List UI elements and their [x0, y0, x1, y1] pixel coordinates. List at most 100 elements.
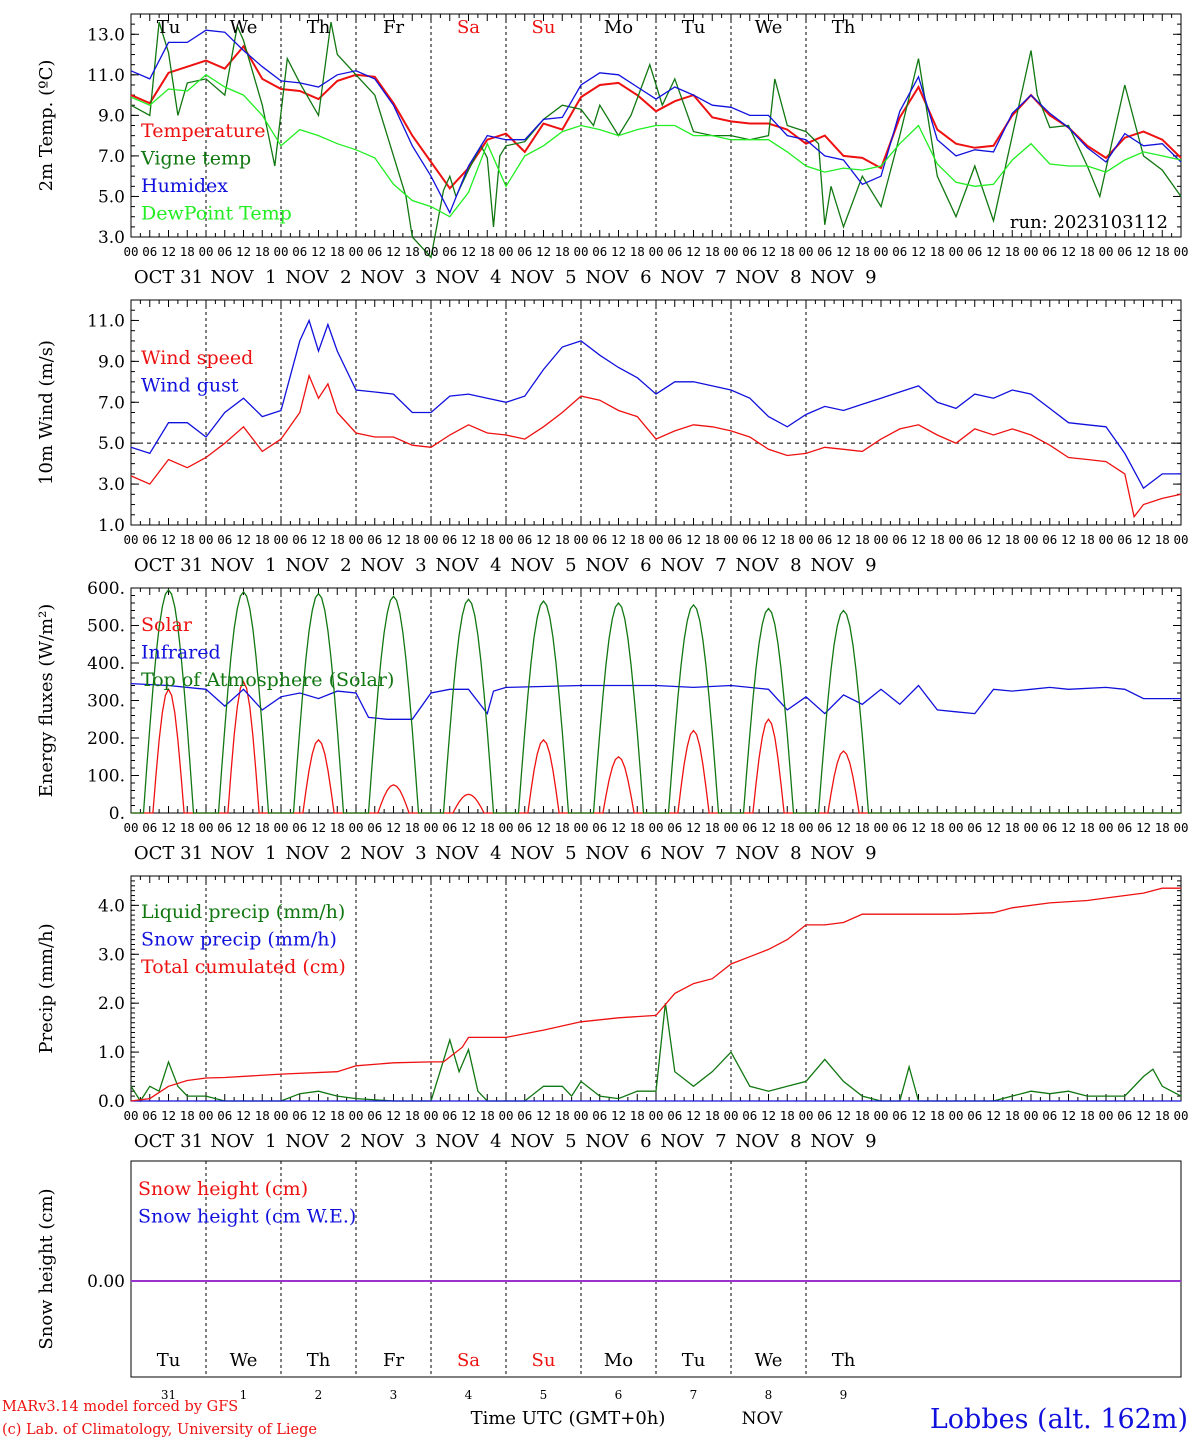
- hour-tick-label: 00: [348, 532, 363, 547]
- hour-tick-label: 18: [1080, 244, 1095, 259]
- date-label: NOV 2: [285, 555, 351, 576]
- day-name: Tu: [157, 1350, 181, 1371]
- day-name: Tu: [157, 17, 181, 38]
- date-label: NOV 1: [210, 1131, 276, 1152]
- hour-tick-label: 12: [611, 1108, 626, 1123]
- panel-frame: [130, 587, 1182, 814]
- hour-tick-label: 00: [948, 820, 963, 835]
- date-label: NOV 8: [735, 843, 801, 864]
- hour-tick-label: 12: [236, 1108, 251, 1123]
- hour-tick-label: 00: [423, 820, 438, 835]
- hour-tick-label: 00: [1098, 532, 1113, 547]
- hour-tick-label: 00: [798, 1108, 813, 1123]
- hour-tick-label: 06: [292, 820, 307, 835]
- hour-tick-label: 18: [705, 532, 720, 547]
- hour-tick-label: 12: [536, 244, 551, 259]
- hour-tick-label: 00: [723, 820, 738, 835]
- hour-tick-label: 18: [630, 244, 645, 259]
- day-number: 2: [315, 1388, 323, 1402]
- day-number: 7: [690, 1388, 698, 1402]
- hour-tick-label: 12: [386, 244, 401, 259]
- date-label: NOV 3: [360, 555, 426, 576]
- hour-tick-label: 12: [686, 244, 701, 259]
- hour-tick-label: 18: [1080, 820, 1095, 835]
- y-axis-label: Snow height (cm): [36, 1188, 57, 1349]
- hour-tick-label: 06: [667, 820, 682, 835]
- hour-tick-label: 00: [348, 1108, 363, 1123]
- y-tick-label: 0.00: [87, 1272, 125, 1292]
- hour-tick-label: 00: [123, 820, 138, 835]
- hour-tick-label: 00: [498, 532, 513, 547]
- date-label: NOV 5: [510, 555, 576, 576]
- date-label: NOV 7: [660, 555, 726, 576]
- day-number: 5: [540, 1388, 548, 1402]
- hour-tick-label: 18: [630, 820, 645, 835]
- date-label: NOV 4: [435, 843, 501, 864]
- hour-tick-label: 12: [161, 244, 176, 259]
- hour-tick-label: 12: [161, 532, 176, 547]
- legend-entry: Liquid precip (mm/h): [141, 901, 345, 923]
- hour-tick-label: 18: [330, 532, 345, 547]
- day-name: Th: [307, 17, 331, 38]
- hour-tick-label: 18: [255, 1108, 270, 1123]
- hour-tick-label: 12: [1136, 532, 1151, 547]
- hour-tick-label: 06: [742, 244, 757, 259]
- hour-tick-label: 18: [705, 820, 720, 835]
- date-label: NOV 2: [285, 843, 351, 864]
- hour-tick-label: 06: [817, 1108, 832, 1123]
- y-tick-label: 2.0: [98, 994, 125, 1014]
- day-number: 3: [390, 1388, 398, 1402]
- day-name: We: [230, 1350, 258, 1371]
- series-line: [130, 887, 1181, 1102]
- hour-tick-label: 12: [986, 1108, 1001, 1123]
- hour-tick-label: 00: [1023, 532, 1038, 547]
- date-label: OCT 31: [134, 843, 203, 864]
- hour-tick-label: 00: [798, 532, 813, 547]
- day-name: We: [230, 17, 258, 38]
- date-label: NOV 1: [210, 555, 276, 576]
- date-label: NOV 4: [435, 555, 501, 576]
- date-label: NOV 9: [810, 1131, 876, 1152]
- hour-tick-label: 18: [855, 1108, 870, 1123]
- hour-tick-label: 18: [1005, 244, 1020, 259]
- hour-tick-label: 18: [630, 532, 645, 547]
- y-tick-label: 5.0: [98, 434, 125, 454]
- hour-tick-label: 00: [573, 244, 588, 259]
- series-line: [130, 682, 1181, 720]
- hour-tick-label: 18: [555, 1108, 570, 1123]
- y-axis-label: Precip (mm/h): [36, 923, 57, 1053]
- hour-tick-label: 00: [798, 820, 813, 835]
- day-name: We: [755, 17, 783, 38]
- y-tick-label: 400.: [87, 654, 125, 674]
- hour-tick-label: 12: [761, 244, 776, 259]
- hour-tick-label: 18: [405, 532, 420, 547]
- hour-tick-label: 12: [686, 532, 701, 547]
- date-label: OCT 31: [134, 267, 203, 288]
- model-credit: MARv3.14 model forced by GFS: [2, 1399, 238, 1415]
- panel-2: [130, 299, 1182, 526]
- y-tick-label: 7.0: [98, 147, 125, 167]
- y-tick-label: 3.0: [98, 475, 125, 495]
- hour-tick-label: 06: [217, 820, 232, 835]
- hour-tick-label: 12: [386, 532, 401, 547]
- day-name: Sa: [457, 1350, 480, 1371]
- date-label: NOV 9: [810, 555, 876, 576]
- hour-tick-label: 18: [1155, 532, 1170, 547]
- legend-entry: DewPoint Temp: [141, 203, 292, 225]
- y-tick-label: 13.0: [87, 25, 125, 45]
- hour-tick-label: 00: [723, 1108, 738, 1123]
- hour-tick-label: 18: [255, 244, 270, 259]
- hour-tick-label: 12: [761, 1108, 776, 1123]
- hour-tick-label: 00: [198, 820, 213, 835]
- hour-tick-label: 12: [836, 1108, 851, 1123]
- hour-tick-label: 06: [592, 244, 607, 259]
- hour-tick-label: 00: [573, 1108, 588, 1123]
- hour-tick-label: 00: [423, 244, 438, 259]
- month-label: NOV: [742, 1409, 784, 1429]
- hour-tick-label: 00: [1023, 244, 1038, 259]
- hour-tick-label: 12: [236, 244, 251, 259]
- series-line: [130, 373, 1182, 519]
- date-label: NOV 4: [435, 1131, 501, 1152]
- date-label: NOV 9: [810, 843, 876, 864]
- hour-tick-label: 06: [817, 244, 832, 259]
